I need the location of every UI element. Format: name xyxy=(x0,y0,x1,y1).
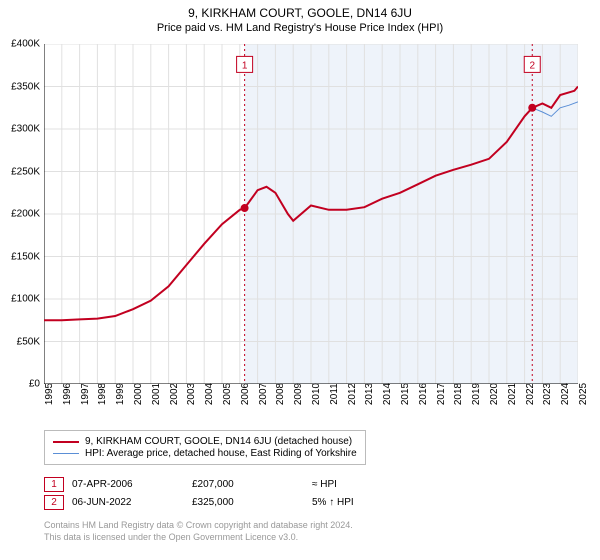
sales-table: 1 07-APR-2006 £207,000 ≈ HPI 2 06-JUN-2022 £32… xyxy=(44,474,432,513)
x-tick-label: 2022 xyxy=(525,383,536,405)
x-tick-label: 2011 xyxy=(329,383,340,405)
x-tick-label: 2005 xyxy=(222,383,233,405)
sale-date: 06-JUN-2022 xyxy=(72,497,152,508)
x-tick-label: 1997 xyxy=(80,383,91,405)
svg-text:2: 2 xyxy=(529,60,535,71)
sale-delta: 5% ↑ HPI xyxy=(312,497,392,508)
x-tick-label: 2000 xyxy=(133,383,144,405)
x-tick-label: 2020 xyxy=(489,383,500,405)
legend-item: 9, KIRKHAM COURT, GOOLE, DN14 6JU (detac… xyxy=(53,436,357,447)
x-tick-label: 2007 xyxy=(258,383,269,405)
legend: 9, KIRKHAM COURT, GOOLE, DN14 6JU (detac… xyxy=(44,430,366,465)
sale-date: 07-APR-2006 xyxy=(72,479,152,490)
sale-badge: 1 xyxy=(44,477,64,492)
svg-text:1: 1 xyxy=(242,60,248,71)
x-tick-label: 2004 xyxy=(204,383,215,405)
y-tick-label: £400K xyxy=(11,39,40,50)
chart-container: 9, KIRKHAM COURT, GOOLE, DN14 6JU Price … xyxy=(0,0,600,560)
footer-line-2: This data is licensed under the Open Gov… xyxy=(44,532,353,544)
y-tick-label: £0 xyxy=(29,379,40,390)
x-tick-label: 1998 xyxy=(97,383,108,405)
page-subtitle: Price paid vs. HM Land Registry's House … xyxy=(0,20,600,34)
x-tick-label: 2009 xyxy=(293,383,304,405)
x-tick-label: 2014 xyxy=(382,383,393,405)
x-tick-label: 2017 xyxy=(436,383,447,405)
sale-price: £325,000 xyxy=(192,497,272,508)
x-tick-label: 1995 xyxy=(44,383,55,405)
sale-row: 1 07-APR-2006 £207,000 ≈ HPI xyxy=(44,477,432,492)
legend-label: HPI: Average price, detached house, East… xyxy=(85,448,357,459)
x-tick-label: 2013 xyxy=(364,383,375,405)
y-tick-label: £350K xyxy=(11,81,40,92)
y-tick-label: £250K xyxy=(11,166,40,177)
x-tick-label: 2019 xyxy=(471,383,482,405)
x-tick-label: 2018 xyxy=(453,383,464,405)
x-tick-label: 2024 xyxy=(560,383,571,405)
footer: Contains HM Land Registry data © Crown c… xyxy=(44,520,353,543)
x-tick-label: 2001 xyxy=(151,383,162,405)
y-tick-label: £150K xyxy=(11,251,40,262)
x-tick-label: 2016 xyxy=(418,383,429,405)
x-tick-label: 2015 xyxy=(400,383,411,405)
page-title: 9, KIRKHAM COURT, GOOLE, DN14 6JU xyxy=(0,0,600,20)
y-tick-label: £200K xyxy=(11,209,40,220)
legend-label: 9, KIRKHAM COURT, GOOLE, DN14 6JU (detac… xyxy=(85,436,352,447)
legend-swatch xyxy=(53,441,79,443)
x-tick-label: 2025 xyxy=(578,383,589,405)
x-tick-label: 1999 xyxy=(115,383,126,405)
x-tick-label: 2023 xyxy=(542,383,553,405)
y-tick-label: £100K xyxy=(11,294,40,305)
x-tick-label: 2012 xyxy=(347,383,358,405)
x-tick-label: 2010 xyxy=(311,383,322,405)
sale-delta: ≈ HPI xyxy=(312,479,392,490)
x-tick-label: 2003 xyxy=(186,383,197,405)
sale-badge: 2 xyxy=(44,495,64,510)
x-tick-label: 2021 xyxy=(507,383,518,405)
x-tick-label: 2002 xyxy=(169,383,180,405)
footer-line-1: Contains HM Land Registry data © Crown c… xyxy=(44,520,353,532)
x-tick-label: 2006 xyxy=(240,383,251,405)
chart-plot-area: 12 xyxy=(44,44,578,384)
x-tick-label: 2008 xyxy=(275,383,286,405)
chart-svg: 12 xyxy=(44,44,578,384)
y-tick-label: £300K xyxy=(11,124,40,135)
legend-item: HPI: Average price, detached house, East… xyxy=(53,448,357,459)
sale-price: £207,000 xyxy=(192,479,272,490)
x-tick-label: 1996 xyxy=(62,383,73,405)
legend-swatch xyxy=(53,453,79,454)
sale-row: 2 06-JUN-2022 £325,000 5% ↑ HPI xyxy=(44,495,432,510)
y-tick-label: £50K xyxy=(17,336,40,347)
